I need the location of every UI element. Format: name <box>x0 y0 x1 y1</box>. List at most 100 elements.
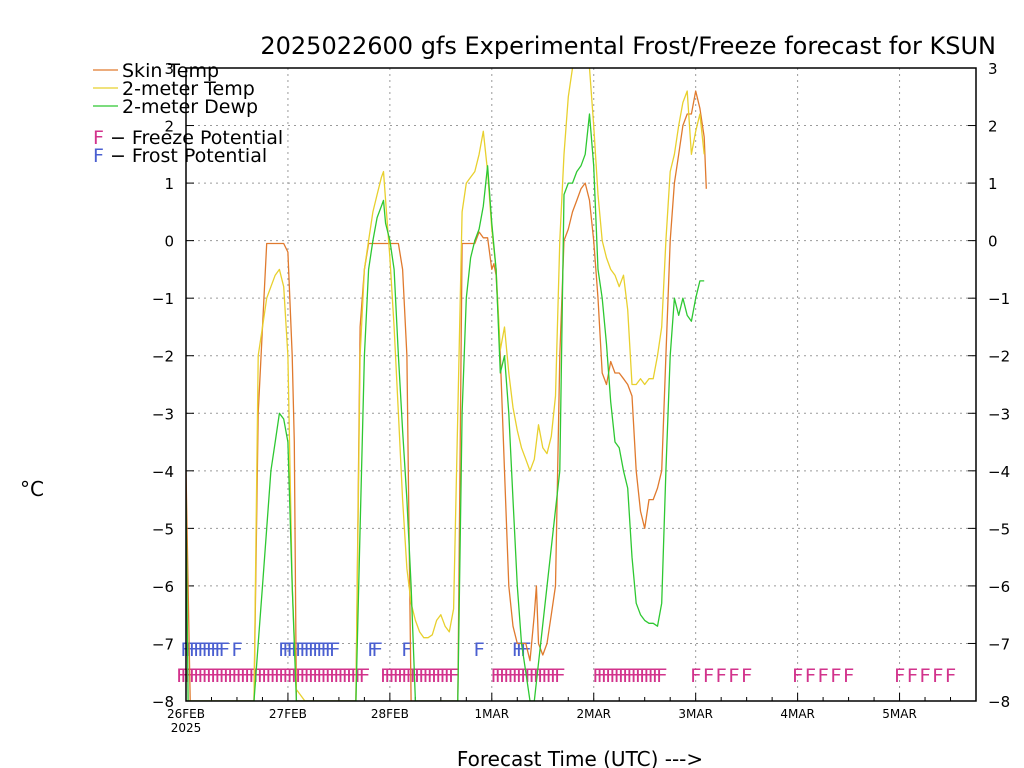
freeze-mark: F <box>218 665 229 687</box>
freeze-mark: F <box>197 665 208 687</box>
y-tick-label-left: −1 <box>152 290 174 308</box>
series-line-skin-temp <box>186 90 707 701</box>
frost-mark: F <box>325 639 336 661</box>
y-tick-label-left: 0 <box>164 233 174 251</box>
freeze-mark: F <box>223 665 234 687</box>
freeze-mark: F <box>630 665 641 687</box>
series-line-2-meter-dewp <box>186 113 705 701</box>
freeze-mark: F <box>647 665 658 687</box>
y-tick-label-right: 3 <box>988 60 998 78</box>
legend-potential: F − Freeze Potential <box>93 127 283 149</box>
frost-mark: F <box>320 639 331 661</box>
legend-potential: F − Frost Potential <box>93 145 267 167</box>
freeze-mark: F <box>278 665 289 687</box>
x-tick-label: 2MAR <box>576 707 611 721</box>
freeze-mark: F <box>715 665 726 687</box>
y-tick-label-left: −2 <box>152 348 174 366</box>
freeze-mark: F <box>817 665 828 687</box>
freeze-mark: F <box>592 665 603 687</box>
x-tick-label: 27FEB <box>269 707 307 721</box>
freeze-mark: F <box>444 665 455 687</box>
y-tick-label-left: −6 <box>152 578 174 596</box>
freeze-mark: F <box>635 665 646 687</box>
x-tick-label-year: 2025 <box>171 721 202 735</box>
freeze-mark: F <box>397 665 408 687</box>
frost-mark: F <box>520 639 531 661</box>
freeze-mark: F <box>380 665 391 687</box>
freeze-mark: F <box>529 665 540 687</box>
y-tick-label-right: 0 <box>988 233 998 251</box>
freeze-mark: F <box>503 665 514 687</box>
frost-mark: F <box>367 639 378 661</box>
freeze-mark: F <box>524 665 535 687</box>
frost-mark: F <box>371 639 382 661</box>
y-tick-label-right: −1 <box>988 290 1010 308</box>
frost-mark: F <box>202 639 213 661</box>
freeze-mark: F <box>550 665 561 687</box>
freeze-mark: F <box>202 665 213 687</box>
freeze-mark: F <box>427 665 438 687</box>
frost-mark: F <box>516 639 527 661</box>
freeze-mark: F <box>618 665 629 687</box>
y-tick-label-left: 3 <box>164 60 174 78</box>
frost-mark: F <box>303 639 314 661</box>
freeze-mark: F <box>605 665 616 687</box>
freeze-mark: F <box>265 665 276 687</box>
frost-mark: F <box>308 639 319 661</box>
freeze-mark: F <box>601 665 612 687</box>
y-tick-label-right: −7 <box>988 635 1010 653</box>
frost-mark: F <box>512 639 523 661</box>
freeze-mark: F <box>214 665 225 687</box>
frost-mark: F <box>295 639 306 661</box>
frost-mark: F <box>185 639 196 661</box>
freeze-mark: F <box>418 665 429 687</box>
freeze-mark: F <box>346 665 357 687</box>
freeze-mark: F <box>303 665 314 687</box>
x-tick-label: 4MAR <box>780 707 815 721</box>
x-tick-label: 1MAR <box>475 707 510 721</box>
x-axis-label: Forecast Time (UTC) ---> <box>457 747 703 768</box>
freeze-mark: F <box>613 665 624 687</box>
freeze-mark: F <box>439 665 450 687</box>
y-axis-label: °C <box>20 477 44 501</box>
y-tick-label-right: −6 <box>988 578 1010 596</box>
x-tick-label: 5MAR <box>882 707 917 721</box>
legend-label: Skin Temp <box>122 60 219 82</box>
freeze-mark: F <box>546 665 557 687</box>
frost-mark: F <box>206 639 217 661</box>
freeze-mark: F <box>240 665 251 687</box>
legend-label: 2-meter Temp <box>122 78 255 100</box>
freeze-mark: F <box>656 665 667 687</box>
freeze-mark: F <box>945 665 956 687</box>
frost-mark: F <box>197 639 208 661</box>
freeze-mark: F <box>554 665 565 687</box>
freeze-mark: F <box>703 665 714 687</box>
freeze-mark: F <box>690 665 701 687</box>
freeze-mark: F <box>652 665 663 687</box>
y-tick-label-right: −8 <box>988 693 1010 711</box>
freeze-mark: F <box>516 665 527 687</box>
y-tick-label-left: −7 <box>152 635 174 653</box>
freeze-mark: F <box>210 665 221 687</box>
freeze-mark: F <box>227 665 238 687</box>
freeze-mark: F <box>512 665 523 687</box>
freeze-mark: F <box>541 665 552 687</box>
frost-mark: F <box>316 639 327 661</box>
y-tick-label-right: −5 <box>988 520 1010 538</box>
y-tick-label-left: −4 <box>152 463 174 481</box>
freeze-mark: F <box>932 665 943 687</box>
freeze-mark: F <box>490 665 501 687</box>
freeze-mark: F <box>907 665 918 687</box>
freeze-mark: F <box>435 665 446 687</box>
x-tick-label: 26FEB <box>167 707 205 721</box>
frost-mark: F <box>210 639 221 661</box>
legend-potential-mark: F <box>93 145 104 167</box>
freeze-mark: F <box>312 665 323 687</box>
frost-mark: F <box>401 639 412 661</box>
freeze-mark: F <box>393 665 404 687</box>
legend-label: 2-meter Dewp <box>122 96 258 118</box>
freeze-mark: F <box>499 665 510 687</box>
